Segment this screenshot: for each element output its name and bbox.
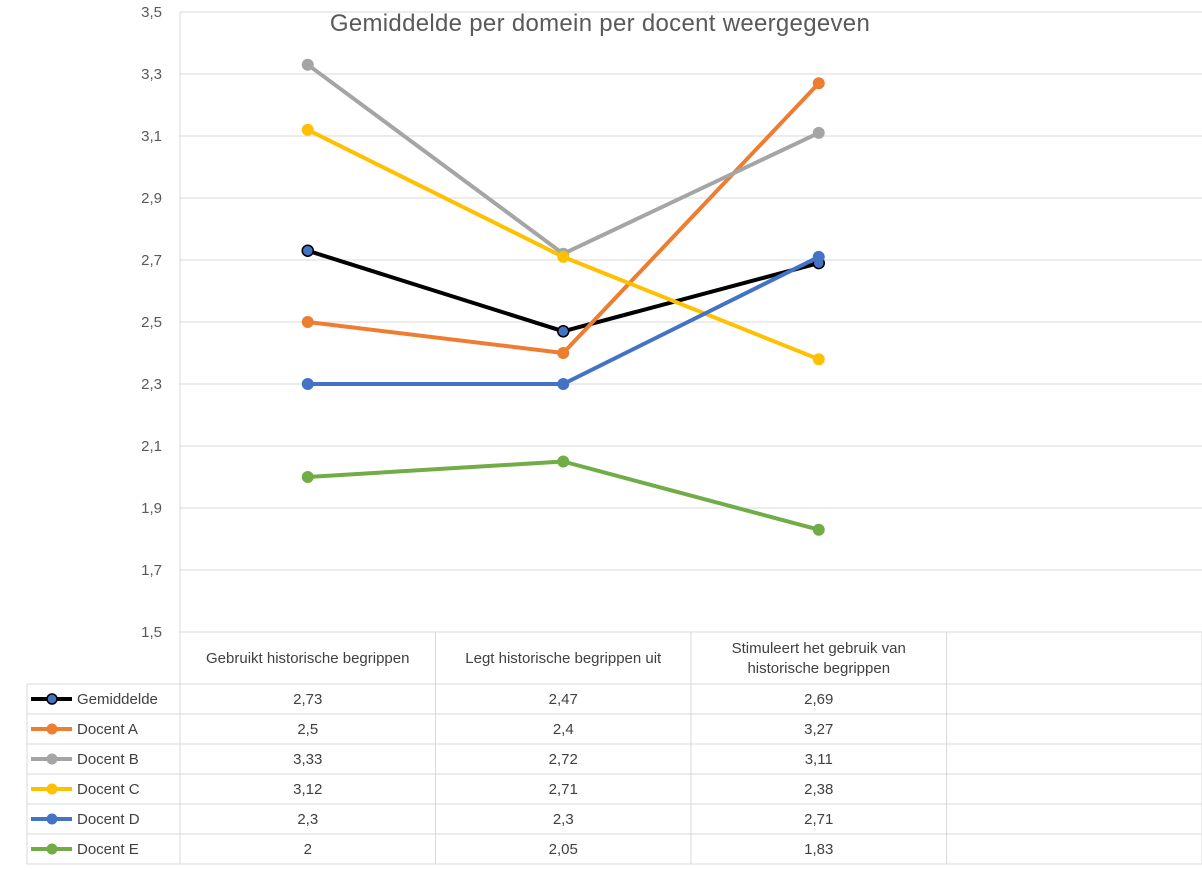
table-value: 3,12 (293, 781, 322, 798)
y-tick-label: 1,9 (141, 500, 162, 517)
legend-label: Docent E (77, 841, 139, 858)
chart-title-text: Gemiddelde per domein per docent weergeg… (329, 10, 871, 37)
y-tick-label: 3,5 (141, 4, 162, 21)
category-label: Gebruikt historische begrippen (206, 650, 409, 667)
category-label: Stimuleert het gebruik van (732, 640, 906, 657)
table-value: 2,71 (804, 811, 833, 828)
data-point (557, 455, 570, 468)
chart-title: Gemiddelde per domein per docent weergeg… (0, 10, 1202, 38)
data-point (812, 353, 825, 366)
table-value: 2,5 (297, 721, 318, 738)
legend-label: Docent A (77, 721, 138, 738)
table-value: 2,4 (553, 721, 574, 738)
data-point (557, 250, 570, 263)
data-point (557, 378, 570, 390)
data-point (812, 77, 825, 90)
legend-label: Gemiddelde (77, 691, 158, 708)
table-value: 2,3 (297, 811, 318, 828)
y-tick-label: 3,3 (141, 66, 162, 83)
table-value: 2,47 (549, 691, 578, 708)
data-point (557, 347, 570, 359)
legend-key-marker (46, 693, 58, 705)
data-point (812, 250, 825, 263)
y-tick-label: 1,5 (141, 624, 162, 641)
table-value: 2,69 (804, 691, 833, 708)
y-tick-label: 2,1 (141, 438, 162, 455)
table-value: 2,05 (549, 841, 578, 858)
series-line (305, 62, 821, 256)
legend-key-marker (46, 753, 58, 765)
series-line (305, 459, 821, 532)
legend-key-marker (46, 723, 58, 735)
legend-label: Docent B (77, 751, 139, 768)
category-label: historische begrippen (747, 660, 890, 677)
table-value: 1,83 (804, 841, 833, 858)
table-value: 2,38 (804, 781, 833, 798)
y-tick-label: 2,3 (141, 376, 162, 393)
y-tick-label: 2,5 (141, 314, 162, 331)
y-tick-label: 2,7 (141, 252, 162, 269)
table-value: 2,72 (549, 751, 578, 768)
data-point (557, 325, 570, 338)
y-tick-label: 3,1 (141, 128, 162, 145)
y-tick-label: 1,7 (141, 562, 162, 579)
table-value: 3,11 (805, 751, 833, 768)
legend-key-marker (46, 783, 58, 795)
data-point (301, 378, 314, 390)
y-tick-label: 2,9 (141, 190, 162, 207)
table-value: 2,73 (293, 691, 322, 708)
category-label: Legt historische begrippen uit (465, 650, 662, 667)
data-point (301, 123, 314, 136)
legend-key-marker (46, 813, 58, 825)
data-point (812, 126, 825, 139)
table-value: 2,71 (549, 781, 578, 798)
legend-key-marker (46, 843, 58, 855)
data-point (301, 58, 314, 71)
data-point (301, 471, 314, 483)
data-point (812, 523, 825, 536)
table-value: 3,33 (293, 751, 322, 768)
legend-label: Docent C (77, 781, 140, 798)
data-point (301, 316, 314, 328)
data-point (301, 244, 314, 257)
table-value: 3,27 (804, 721, 833, 738)
table-value: 2 (304, 841, 312, 858)
table-value: 2,3 (553, 811, 574, 828)
legend-label: Docent D (77, 811, 140, 828)
